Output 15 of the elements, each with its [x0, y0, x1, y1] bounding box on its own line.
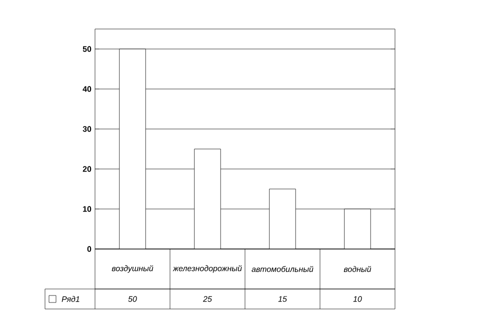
data-label: 10: [353, 296, 362, 302]
data-label: 15: [278, 296, 287, 302]
y-tick-label: 0: [87, 246, 92, 252]
data-label: 25: [203, 296, 212, 302]
legend-label: Ряд1: [62, 296, 80, 302]
y-tick-label: 50: [82, 46, 92, 52]
x-tick-label: автомобильный: [252, 266, 314, 272]
x-tick-label: железнодорожный: [172, 265, 242, 273]
y-tick-label: 40: [82, 86, 92, 92]
x-tick-label: водный: [344, 266, 372, 272]
data-label: 50: [128, 296, 137, 302]
y-tick-label: 20: [82, 166, 92, 172]
y-tick-label: 30: [82, 126, 92, 132]
y-tick-label: 10: [83, 206, 92, 212]
x-tick-label: воздушный: [112, 265, 154, 273]
